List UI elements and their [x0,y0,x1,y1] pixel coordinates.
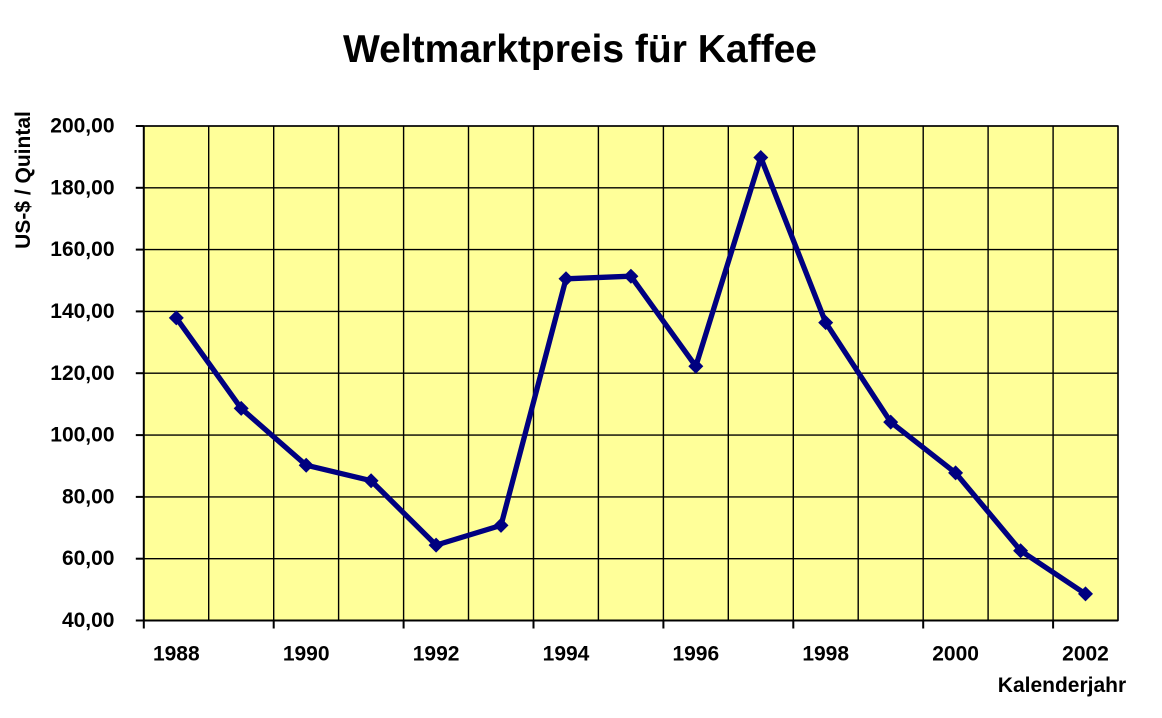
svg-text:1988: 1988 [153,643,200,666]
svg-text:180,00: 180,00 [50,176,114,199]
svg-text:Weltmarktpreis für Kaffee: Weltmarktpreis für Kaffee [343,28,817,71]
svg-text:1998: 1998 [802,643,849,666]
svg-text:2000: 2000 [932,643,979,666]
svg-text:40,00: 40,00 [62,609,115,632]
svg-text:120,00: 120,00 [50,362,114,385]
svg-text:US-$ / Quintal: US-$ / Quintal [12,111,35,249]
svg-text:1994: 1994 [543,643,590,666]
svg-text:100,00: 100,00 [50,424,114,447]
svg-text:1996: 1996 [672,643,719,666]
svg-text:60,00: 60,00 [62,547,115,570]
svg-text:Kalenderjahr: Kalenderjahr [998,674,1126,697]
svg-text:140,00: 140,00 [50,300,114,323]
svg-text:2002: 2002 [1062,643,1109,666]
svg-text:1992: 1992 [413,643,460,666]
svg-text:160,00: 160,00 [50,238,114,261]
svg-text:1990: 1990 [283,643,330,666]
svg-text:80,00: 80,00 [62,485,115,508]
svg-text:200,00: 200,00 [50,115,114,138]
